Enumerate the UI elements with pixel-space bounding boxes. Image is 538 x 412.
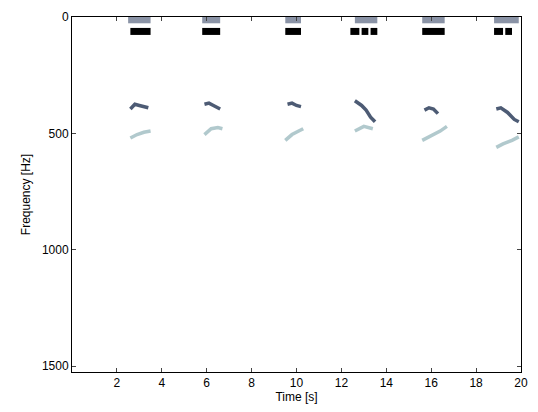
- svg-text:18: 18: [469, 376, 483, 390]
- svg-text:6: 6: [203, 376, 210, 390]
- svg-text:1000: 1000: [42, 243, 69, 257]
- svg-text:16: 16: [425, 376, 439, 390]
- svg-text:500: 500: [49, 127, 69, 141]
- svg-text:8: 8: [248, 376, 255, 390]
- svg-text:0: 0: [62, 10, 69, 24]
- svg-text:1500: 1500: [42, 359, 69, 373]
- svg-text:10: 10: [290, 376, 304, 390]
- svg-text:Time [s]: Time [s]: [275, 390, 317, 404]
- svg-text:20: 20: [514, 376, 528, 390]
- svg-text:2: 2: [114, 376, 121, 390]
- svg-text:Frequency [Hz]: Frequency [Hz]: [19, 154, 33, 235]
- svg-text:14: 14: [380, 376, 394, 390]
- svg-text:12: 12: [335, 376, 349, 390]
- svg-text:4: 4: [158, 376, 165, 390]
